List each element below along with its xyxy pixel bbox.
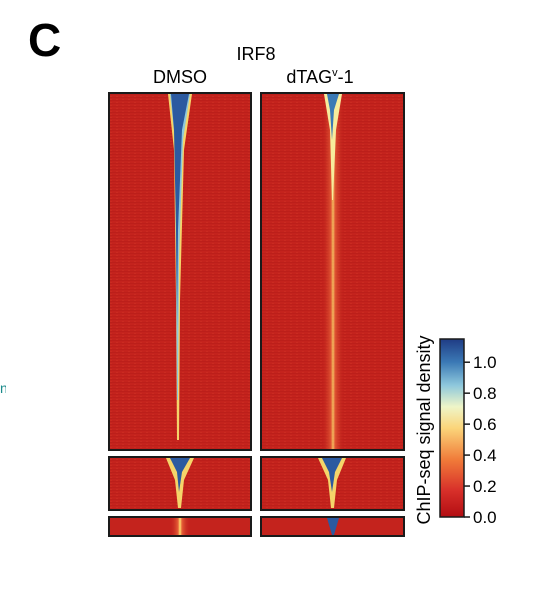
colorbar: 0.0 0.2 0.4 0.6 0.8 1.0 ChIP-seq signal densi… (414, 335, 497, 527)
column-label-dtag: dTAGv-1 (286, 67, 353, 87)
colorbar-tick-label: 1.0 (473, 353, 497, 372)
colorbar-tick-label: 0.8 (473, 384, 497, 403)
column-label-dtag-superscript: v (332, 67, 338, 79)
colorbar-tick-label: 0.0 (473, 508, 497, 527)
heatmap-column-dmso (108, 92, 252, 537)
colorbar-ticks: 0.0 0.2 0.4 0.6 0.8 1.0 (464, 353, 497, 527)
heatmap-column-dtag (260, 92, 405, 537)
chart-title: IRF8 (236, 44, 275, 64)
column-label-dtag-suffix: -1 (338, 67, 354, 87)
heatmap-block-dtag-middle (260, 456, 405, 511)
colorbar-label: ChIP-seq signal density (414, 335, 434, 524)
column-label-dmso: DMSO (153, 67, 207, 87)
colorbar-tick-label: 0.4 (473, 446, 497, 465)
colorbar-tick-label: 0.2 (473, 477, 497, 496)
heatmap-block-dmso-bottom (108, 516, 252, 537)
column-label-dtag-main: dTAG (286, 67, 332, 87)
heatmap-block-dtag-top (260, 92, 405, 451)
heatmap-block-dmso-top (108, 92, 252, 451)
stray-cropped-text: n (0, 380, 6, 396)
colorbar-tick-label: 0.6 (473, 415, 497, 434)
heatmap-block-dtag-bottom (260, 516, 405, 537)
heatmap-block-dmso-middle (108, 456, 252, 511)
panel-letter: C (28, 14, 61, 66)
colorbar-gradient (439, 338, 465, 518)
